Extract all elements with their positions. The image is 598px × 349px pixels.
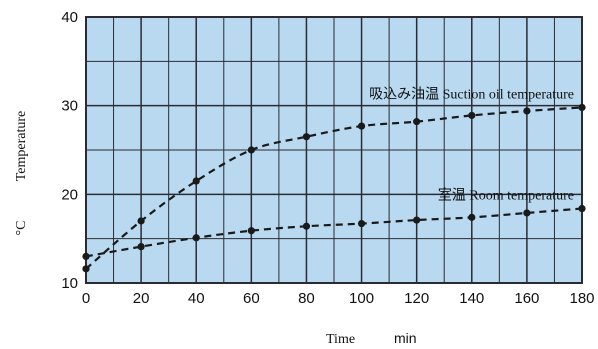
data-point-series-0 (137, 217, 145, 225)
data-point-series-1 (357, 219, 366, 228)
x-tick-label: 0 (82, 290, 90, 307)
x-tick-label: 40 (188, 290, 205, 307)
x-tick-label: 160 (514, 290, 539, 307)
data-point-series-0 (302, 133, 311, 141)
data-point-series-1 (82, 252, 90, 260)
data-point-series-0 (413, 118, 421, 126)
x-tick-label: 180 (569, 290, 594, 307)
y-tick-label: 40 (61, 9, 78, 26)
x-tick-label: 120 (404, 290, 429, 307)
x-tick-label: 60 (243, 290, 260, 307)
series-layer (82, 103, 586, 273)
data-point-series-1 (302, 222, 311, 230)
data-point-series-0 (468, 111, 476, 120)
data-point-series-0 (247, 146, 255, 154)
x-axis-unit: min (394, 330, 417, 346)
data-point-series-1 (578, 204, 586, 213)
series-label-room: 室温 Room temperature (438, 187, 574, 204)
x-tick-label: 100 (349, 290, 374, 307)
x-tick-label: 80 (298, 290, 315, 307)
x-tick-label: 20 (133, 290, 150, 307)
data-point-series-1 (192, 234, 200, 242)
data-point-series-1 (413, 216, 421, 224)
data-point-series-0 (523, 107, 531, 115)
y-tick-label: 10 (61, 275, 78, 292)
data-point-series-0 (82, 265, 90, 273)
data-point-series-1 (468, 213, 476, 221)
y-axis-unit: °C (14, 221, 29, 236)
data-point-series-0 (357, 122, 366, 130)
data-point-series-0 (578, 103, 586, 112)
series-label-suction-oil: 吸込み油温 Suction oil temperature (369, 86, 574, 102)
data-point-series-1 (137, 243, 145, 251)
x-tick-labels: 0 20 40 60 80 100 120 140 160 180 (82, 290, 595, 307)
y-tick-label: 20 (61, 186, 78, 203)
y-tick-label: 30 (61, 98, 78, 115)
x-axis-label: Time (326, 332, 355, 347)
x-tick-label: 140 (459, 290, 484, 307)
plot-frame (85, 16, 583, 284)
y-axis-label: Temperature (14, 111, 29, 182)
y-tick-labels: 10 20 30 40 (61, 9, 78, 292)
data-point-series-0 (192, 177, 200, 185)
series-line-0 (85, 106, 583, 270)
data-point-series-1 (247, 227, 255, 235)
data-point-series-1 (523, 209, 531, 217)
